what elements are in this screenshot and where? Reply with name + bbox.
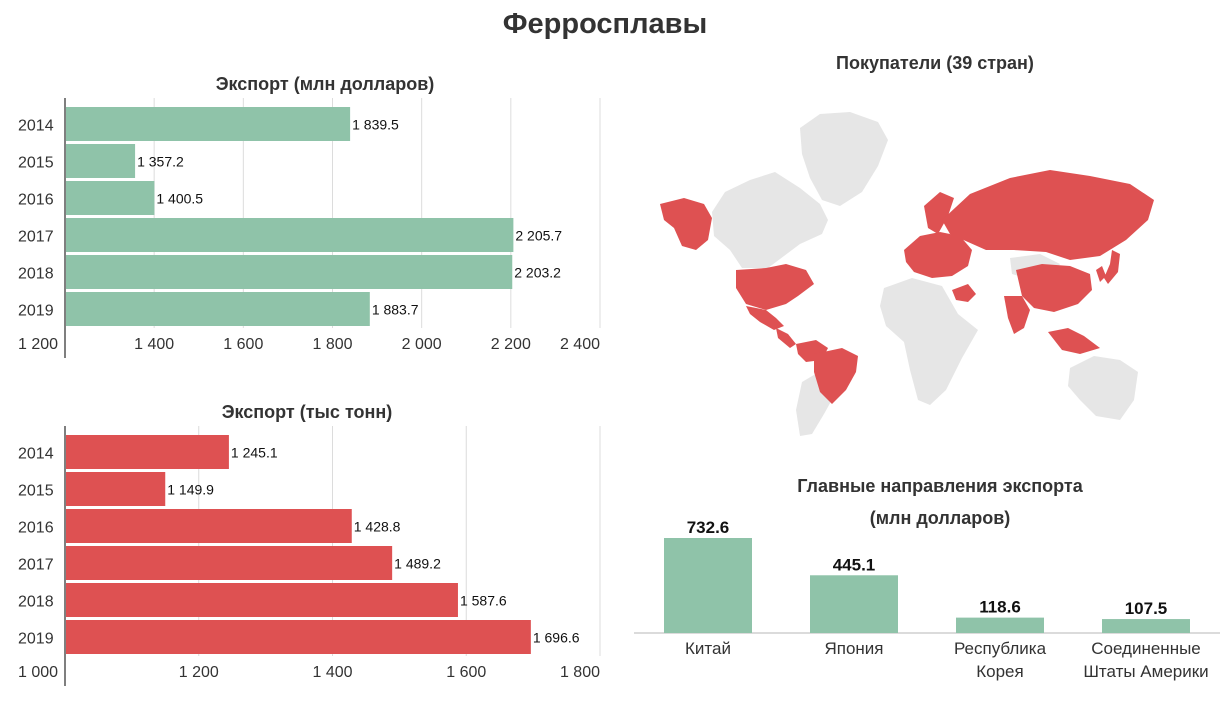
destinations-bar: [1102, 619, 1190, 633]
export-volume-bar-2016: [66, 509, 352, 543]
destinations-category-label: Япония: [824, 639, 883, 658]
export-volume-category-label: 2014: [18, 446, 54, 463]
export-value-category-label: 2017: [18, 229, 54, 246]
world-map: [650, 100, 1170, 445]
export-value-x-tick-label: 2 000: [402, 336, 442, 353]
export-value-x-tick-label: 2 200: [491, 336, 531, 353]
map-region-greenland: [800, 112, 888, 206]
export-value-category-label: 2015: [18, 155, 54, 172]
export-value-value-label: 1 839.5: [352, 117, 399, 133]
export-value-value-label: 1 357.2: [137, 154, 184, 170]
destinations-category-label: Республика: [954, 639, 1047, 658]
map-region-japan: [1104, 250, 1120, 284]
export-value-category-label: 2019: [18, 303, 54, 320]
export-value-title: Экспорт (млн долларов): [215, 74, 435, 94]
map-region-china: [1016, 264, 1092, 312]
export-value-value-label: 2 203.2: [514, 265, 561, 281]
map-region-africa: [880, 278, 978, 405]
export-value-x-tick-label: 1 600: [223, 336, 263, 353]
export-value-x-tick-label: 1 800: [312, 336, 352, 353]
export-volume-value-label: 1 696.6: [533, 630, 580, 646]
export-value-category-label: 2018: [18, 266, 54, 283]
export-value-x-tick-label: 1 400: [134, 336, 174, 353]
map-region-southeast-asia: [1048, 328, 1100, 354]
destinations-category-label: Штаты Америки: [1083, 662, 1208, 681]
page-title: Ферросплавы: [502, 8, 708, 40]
map-region-middle-east: [952, 284, 976, 302]
destinations-title: Главные направления экспорта (млн доллар…: [640, 470, 1227, 534]
map-region-europe: [904, 232, 972, 278]
export-volume-bar-2015: [66, 472, 166, 506]
export-value-bar-2017: [66, 218, 514, 252]
export-value-bar-2018: [66, 255, 513, 289]
map-region-scandinavia: [924, 192, 954, 234]
export-volume-value-label: 1 489.2: [394, 556, 441, 572]
export-volume-x-tick-label: 1 400: [312, 664, 352, 681]
export-value-chart: 1 200 1 400 1 600 1 800 2 000 2 200 2 400 2014 1…: [18, 98, 601, 358]
export-volume-value-label: 1 587.6: [460, 593, 507, 609]
destinations-value-label: 107.5: [1125, 599, 1168, 618]
export-value-bar-2016: [66, 181, 155, 215]
export-volume-value-label: 1 245.1: [231, 445, 278, 461]
destinations-category-label: Корея: [976, 662, 1023, 681]
export-value-value-label: 1 400.5: [156, 191, 203, 207]
destinations-title-line-1: Главные направления экспорта: [797, 476, 1083, 496]
destinations-chart: 732.6 Китай 445.1 Япония 118.6 Республика Коре…: [634, 518, 1220, 681]
destinations-bar: [956, 617, 1044, 633]
map-region-canada: [712, 172, 828, 268]
destinations-category-label: Соединенные: [1091, 639, 1201, 658]
export-volume-bar-2019: [66, 620, 531, 654]
export-volume-category-label: 2019: [18, 631, 54, 648]
destinations-category-label: Китай: [685, 639, 731, 658]
export-value-value-label: 2 205.7: [515, 228, 562, 244]
export-volume-x-tick-label: 1 800: [560, 664, 600, 681]
destinations-value-label: 732.6: [687, 518, 730, 537]
export-volume-bar-2017: [66, 546, 393, 580]
export-value-x-tick-label: 2 400: [560, 336, 600, 353]
destinations-bar: [664, 538, 752, 633]
export-volume-category-label: 2016: [18, 520, 54, 537]
export-value-bar-2014: [66, 107, 351, 141]
export-volume-value-label: 1 149.9: [167, 482, 214, 498]
export-value-category-label: 2014: [18, 118, 54, 135]
map-region-mexico: [746, 306, 784, 330]
export-volume-x-tick-label: 1 000: [18, 664, 58, 681]
destinations-value-label: 118.6: [979, 598, 1021, 617]
map-region-australia: [1068, 356, 1138, 420]
map-region-brazil: [814, 348, 858, 404]
export-volume-title: Экспорт (тыс тонн): [221, 402, 393, 422]
map-title: Покупатели (39 стран): [836, 53, 1034, 73]
export-volume-category-label: 2015: [18, 483, 54, 500]
export-volume-value-label: 1 428.8: [354, 519, 401, 535]
export-value-value-label: 1 883.7: [372, 302, 419, 318]
export-volume-x-tick-label: 1 600: [446, 664, 486, 681]
export-value-category-label: 2016: [18, 192, 54, 209]
export-value-bar-2019: [66, 292, 370, 326]
export-volume-category-label: 2017: [18, 557, 54, 574]
export-value-bar-2015: [66, 144, 136, 178]
map-region-russia: [942, 170, 1154, 260]
export-volume-x-tick-label: 1 200: [179, 664, 219, 681]
export-volume-bar-2018: [66, 583, 458, 617]
export-volume-category-label: 2018: [18, 594, 54, 611]
map-region-korea: [1096, 266, 1106, 282]
destinations-bar: [810, 575, 898, 633]
map-region-central-america: [776, 328, 796, 348]
map-region-usa: [736, 264, 814, 310]
destinations-title-line-2: (млн долларов): [869, 508, 1011, 528]
destinations-value-label: 445.1: [833, 555, 876, 574]
export-volume-chart: 1 000 1 200 1 400 1 600 1 800 2014 1 245.1 2015…: [18, 426, 601, 686]
map-region-india: [1004, 296, 1030, 334]
map-region-alaska: [660, 198, 712, 250]
export-value-x-tick-label: 1 200: [18, 336, 58, 353]
export-volume-bar-2014: [66, 435, 229, 469]
